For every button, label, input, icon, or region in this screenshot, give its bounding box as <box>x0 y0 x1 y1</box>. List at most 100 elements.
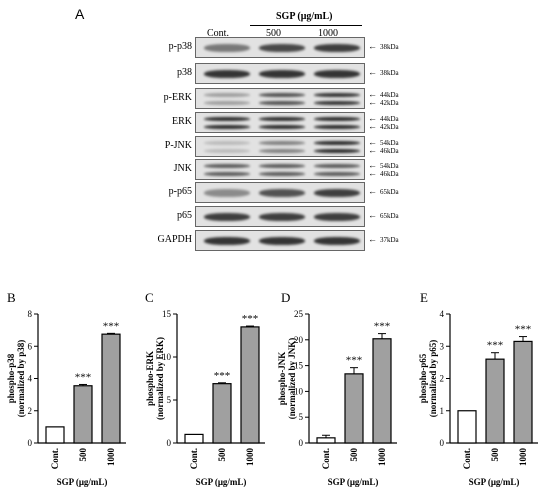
blot-strip-jnk <box>195 159 365 180</box>
blot-band <box>259 93 305 97</box>
arrow-icon: ← <box>368 113 377 123</box>
bar-d-500 <box>344 373 364 444</box>
blot-band <box>259 237 305 245</box>
x-label-b: SGP (μg/mL) <box>57 477 108 487</box>
y-tick-label-d: 10 <box>294 386 304 396</box>
y-tick-label-b: 0 <box>28 438 33 448</box>
kda-label: 46kDa <box>380 170 399 178</box>
bar-b-500 <box>73 385 93 444</box>
x-tick-label-d: Cont. <box>321 448 331 469</box>
column-header-control: Cont. <box>207 28 229 39</box>
blot-band <box>204 93 250 97</box>
y-tick-label-e: 2 <box>440 374 445 384</box>
kda-label: 42kDa <box>380 123 399 131</box>
blot-label-p-erk: p-ERK <box>163 92 192 103</box>
panel-letter-c: C <box>145 290 154 305</box>
arrow-icon: ← <box>368 41 377 51</box>
x-tick-label-d: 500 <box>349 448 359 462</box>
panel-letter-b: B <box>7 290 16 305</box>
y-tick-label-b: 6 <box>28 341 33 351</box>
blot-band <box>204 70 250 78</box>
kda-label: 38kDa <box>380 43 399 51</box>
arrow-icon: ← <box>368 168 377 178</box>
blot-strip-p-p38 <box>195 37 365 58</box>
x-tick-label-c: 500 <box>217 448 227 462</box>
arrow-icon: ← <box>368 210 377 220</box>
arrow-icon: ← <box>368 160 377 170</box>
x-tick-label-c: 1000 <box>245 448 255 467</box>
blot-strip-p65 <box>195 206 365 227</box>
x-tick-label-b: Cont. <box>50 448 60 469</box>
kda-label: 54kDa <box>380 139 399 147</box>
blot-band <box>259 164 305 168</box>
blot-label-p38: p38 <box>177 67 192 78</box>
y-label-line1-c: phospho-ERK <box>145 351 155 406</box>
x-tick-label-e: Cont. <box>462 448 472 469</box>
significance-label-b: *** <box>75 371 92 383</box>
bar-e-500 <box>485 358 505 444</box>
y-tick-label-d: 0 <box>299 438 304 448</box>
blot-label-gapdh: GAPDH <box>157 234 192 245</box>
blot-band <box>314 149 360 153</box>
kda-label: 54kDa <box>380 162 399 170</box>
kda-label: 44kDa <box>380 115 399 123</box>
arrow-icon: ← <box>368 234 377 244</box>
blot-band <box>204 117 250 121</box>
blot-band <box>259 44 305 52</box>
blot-strip-p38 <box>195 63 365 84</box>
kda-label: 38kDa <box>380 69 399 77</box>
blot-band <box>204 237 250 245</box>
y-label-line1-e: phospho-p65 <box>418 353 428 403</box>
kda-label: 65kDa <box>380 188 399 196</box>
blot-band <box>314 237 360 245</box>
significance-label-c: *** <box>214 370 231 382</box>
y-tick-label-d: 5 <box>299 412 304 422</box>
y-label-line2-b: (normalized by p38) <box>16 340 26 418</box>
blot-band <box>314 189 360 197</box>
x-label-e: SGP (μg/mL) <box>469 477 520 487</box>
blot-band <box>204 141 250 145</box>
arrow-icon: ← <box>368 137 377 147</box>
arrow-icon: ← <box>368 186 377 196</box>
y-tick-label-b: 4 <box>28 374 33 384</box>
blot-band <box>259 101 305 105</box>
blot-band <box>314 44 360 52</box>
kda-label: 42kDa <box>380 99 399 107</box>
blot-label-p-jnk: P-JNK <box>164 140 192 151</box>
blot-band <box>259 70 305 78</box>
blot-band <box>204 213 250 221</box>
x-tick-label-c: Cont. <box>189 448 199 469</box>
significance-label-d: *** <box>374 321 391 333</box>
x-label-d: SGP (μg/mL) <box>328 477 379 487</box>
y-tick-label-e: 1 <box>440 406 445 416</box>
arrow-icon: ← <box>368 121 377 131</box>
y-label-line2-e: (normalized by p65) <box>428 340 438 418</box>
blot-band <box>204 149 250 153</box>
blot-band <box>314 164 360 168</box>
y-label-line1-d: phospho-JNK <box>277 352 287 406</box>
arrow-icon: ← <box>368 89 377 99</box>
x-tick-label-d: 1000 <box>377 448 387 467</box>
kda-label: 37kDa <box>380 236 399 244</box>
kda-label: 44kDa <box>380 91 399 99</box>
kda-label: 65kDa <box>380 212 399 220</box>
y-label-line2-d: (normalized by JNK) <box>287 338 297 420</box>
blot-strip-erk <box>195 112 365 133</box>
blot-band <box>314 141 360 145</box>
blot-band <box>314 117 360 121</box>
arrow-icon: ← <box>368 67 377 77</box>
bar-c-1000 <box>240 326 260 444</box>
bar-d-cont <box>316 437 336 444</box>
y-tick-label-c: 10 <box>162 352 172 362</box>
blot-band <box>204 164 250 168</box>
x-label-c: SGP (μg/mL) <box>196 477 247 487</box>
column-header-500: 500 <box>266 28 281 39</box>
blot-band <box>204 125 250 129</box>
y-tick-label-c: 5 <box>167 395 172 405</box>
significance-label-e: *** <box>515 324 532 336</box>
panel-letter-d: D <box>281 290 290 305</box>
blot-band <box>314 101 360 105</box>
x-tick-label-e: 500 <box>490 448 500 462</box>
blot-band <box>259 125 305 129</box>
